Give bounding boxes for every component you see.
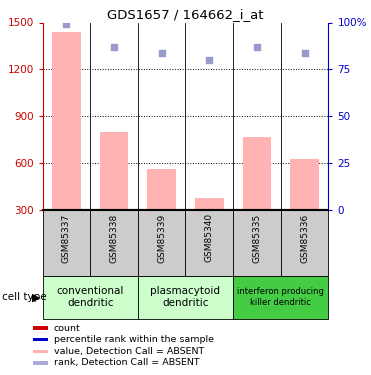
Bar bbox=[43, 210, 90, 276]
Bar bbox=[233, 210, 281, 276]
Bar bbox=[90, 210, 138, 276]
Bar bbox=[195, 198, 224, 210]
Text: GSM85339: GSM85339 bbox=[157, 213, 166, 262]
Title: GDS1657 / 164662_i_at: GDS1657 / 164662_i_at bbox=[107, 8, 264, 21]
Bar bbox=[100, 132, 128, 210]
Point bbox=[206, 57, 212, 63]
Text: rank, Detection Call = ABSENT: rank, Detection Call = ABSENT bbox=[54, 358, 200, 368]
Text: GSM85335: GSM85335 bbox=[252, 213, 262, 262]
Bar bbox=[281, 210, 328, 276]
Text: GSM85340: GSM85340 bbox=[205, 213, 214, 262]
Bar bbox=[243, 136, 271, 210]
Bar bbox=[43, 276, 138, 319]
Text: plasmacytoid
dendritic: plasmacytoid dendritic bbox=[151, 286, 220, 308]
Bar bbox=[52, 32, 81, 210]
Text: interferon producing
killer dendritic: interferon producing killer dendritic bbox=[237, 288, 324, 307]
Bar bbox=[147, 170, 176, 210]
Point bbox=[159, 50, 165, 55]
Bar bbox=[186, 210, 233, 276]
Text: ▶: ▶ bbox=[32, 292, 40, 302]
Text: percentile rank within the sample: percentile rank within the sample bbox=[54, 335, 214, 344]
Point bbox=[63, 21, 69, 27]
Text: GSM85338: GSM85338 bbox=[109, 213, 119, 262]
Text: GSM85337: GSM85337 bbox=[62, 213, 71, 262]
Bar bbox=[138, 276, 233, 319]
Bar bbox=[33, 361, 48, 364]
Point bbox=[254, 44, 260, 50]
Bar bbox=[138, 210, 186, 276]
Text: value, Detection Call = ABSENT: value, Detection Call = ABSENT bbox=[54, 347, 204, 356]
Bar bbox=[33, 338, 48, 342]
Text: count: count bbox=[54, 324, 81, 333]
Point bbox=[302, 50, 308, 55]
Text: GSM85336: GSM85336 bbox=[300, 213, 309, 262]
Bar bbox=[33, 350, 48, 353]
Bar bbox=[290, 159, 319, 210]
Text: conventional
dendritic: conventional dendritic bbox=[57, 286, 124, 308]
Bar bbox=[33, 327, 48, 330]
Point bbox=[111, 44, 117, 50]
Text: cell type: cell type bbox=[2, 292, 46, 302]
Bar bbox=[233, 276, 328, 319]
